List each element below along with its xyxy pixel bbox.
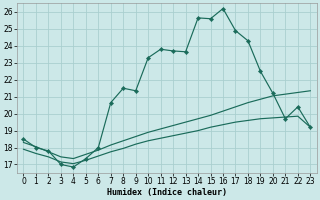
- X-axis label: Humidex (Indice chaleur): Humidex (Indice chaleur): [107, 188, 227, 197]
